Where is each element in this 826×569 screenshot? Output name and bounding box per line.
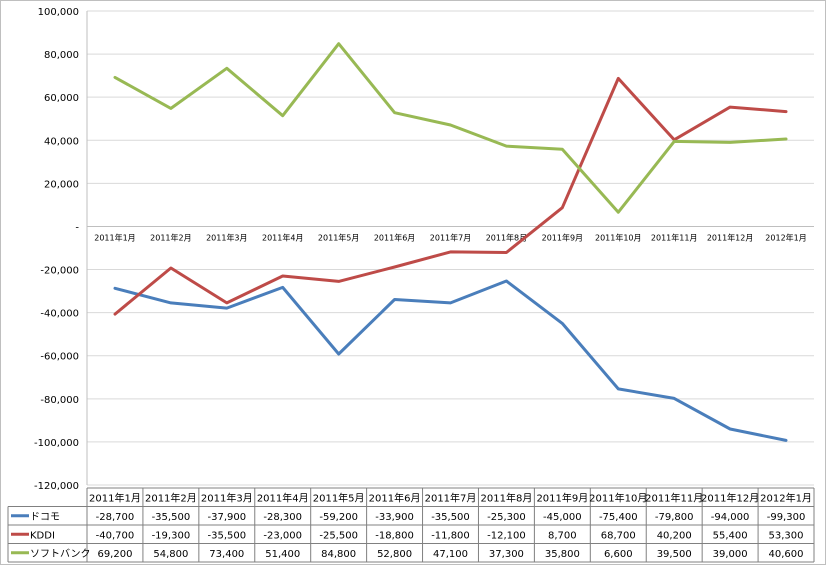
- table-value-cell: 54,800: [153, 549, 188, 560]
- table-header-cell: 2011年9月: [536, 492, 588, 505]
- x-tick-label: 2011年4月: [262, 232, 303, 242]
- x-tick-label: 2011年3月: [206, 232, 247, 242]
- table-header-cell: 2011年1月: [89, 492, 141, 505]
- y-tick-label: -120,000: [34, 481, 79, 492]
- table-value-cell: 84,800: [321, 549, 356, 560]
- y-tick-label: -100,000: [34, 438, 79, 449]
- x-tick-label: 2011年6月: [374, 232, 415, 242]
- table-value-cell: 68,700: [601, 531, 636, 542]
- table-value-cell: 73,400: [209, 549, 244, 560]
- legend-series-name: KDDI: [30, 531, 55, 542]
- table-value-cell: -35,500: [152, 512, 191, 523]
- table-value-cell: -28,700: [96, 512, 135, 523]
- table-value-cell: 6,600: [604, 549, 633, 560]
- x-tick-label: 2011年8月: [486, 232, 527, 242]
- x-tick-label: 2011年10月: [595, 232, 642, 242]
- x-tick-label: 2011年7月: [430, 232, 471, 242]
- table-value-cell: -75,400: [599, 512, 638, 523]
- x-tick-label: 2012年1月: [765, 232, 806, 242]
- y-tick-label: 40,000: [44, 136, 79, 147]
- table-value-cell: 8,700: [548, 531, 577, 542]
- table-header-cell: 2011年3月: [201, 492, 253, 505]
- table-header-cell: 2011年6月: [369, 492, 421, 505]
- legend-series-name: ソフトバンク: [30, 548, 91, 560]
- table-value-cell: -94,000: [711, 512, 750, 523]
- table-value-cell: 39,500: [657, 549, 692, 560]
- table-value-cell: 40,200: [657, 531, 692, 542]
- data-table: 2011年1月 2011年2月 2011年3月 2011年4月 2011年5月 2011年…: [7, 487, 815, 563]
- table-value-cell: -12,100: [487, 531, 526, 542]
- table-value-cell: -59,200: [319, 512, 358, 523]
- table-header-cell: 2011年2月: [145, 492, 197, 505]
- table-header-cell: 2011年11月: [645, 492, 703, 505]
- table-value-cell: -23,000: [263, 531, 302, 542]
- y-tick-label: 80,000: [44, 50, 79, 61]
- x-tick-label: 2011年2月: [150, 232, 191, 242]
- table-value-cell: 51,400: [265, 549, 300, 560]
- series-line-1: [113, 76, 788, 316]
- table-value-cell: -99,300: [767, 512, 806, 523]
- y-tick-label: -20,000: [40, 266, 79, 277]
- series-lines: [113, 42, 788, 442]
- y-tick-label: 60,000: [44, 93, 79, 104]
- table-value-cell: 69,200: [97, 549, 132, 560]
- y-tick-label: 20,000: [44, 179, 79, 190]
- table-header-cell: 2011年5月: [313, 492, 365, 505]
- table-value-cell: -35,500: [208, 531, 247, 542]
- table-value-cell: 55,400: [713, 531, 748, 542]
- table-value-cell: -45,000: [543, 512, 582, 523]
- table-value-cell: 53,300: [769, 531, 804, 542]
- table-value-cell: -40,700: [96, 531, 135, 542]
- table-value-cell: -28,300: [263, 512, 302, 523]
- y-tick-label: -60,000: [40, 352, 79, 363]
- table-header-cell: 2011年7月: [425, 492, 477, 505]
- table-header-cell: 2011年12月: [701, 492, 759, 505]
- y-tick-label: 100,000: [38, 7, 79, 18]
- table-value-cell: -25,300: [487, 512, 526, 523]
- table-value-cell: 47,100: [433, 549, 468, 560]
- table-header-cell: 2011年4月: [257, 492, 309, 505]
- table-value-cell: -35,500: [431, 512, 470, 523]
- table-value-cell: 40,600: [769, 549, 804, 560]
- x-tick-label: 2011年12月: [707, 232, 754, 242]
- series-line-0: [113, 279, 788, 442]
- legend-series-name: ドコモ: [30, 512, 60, 523]
- table-value-cell: -19,300: [152, 531, 191, 542]
- table-header-cell: 2011年8月: [481, 492, 533, 505]
- table-value-cell: -11,800: [431, 531, 470, 542]
- y-tick-label: -40,000: [40, 309, 79, 320]
- gridlines: [86, 10, 814, 486]
- table-header-cell: 2011年10月: [589, 492, 647, 505]
- y-tick-label: -: [75, 222, 79, 233]
- x-tick-label: 2011年1月: [94, 232, 135, 242]
- x-tick-label: 2011年11月: [651, 232, 698, 242]
- y-tick-label: -80,000: [40, 395, 79, 406]
- x-axis-tick-labels: 2011年1月 2011年2月 2011年3月 2011年4月 2011年5月 2011年…: [94, 232, 807, 242]
- series-line-2: [113, 42, 788, 214]
- x-tick-label: 2011年5月: [318, 232, 359, 242]
- table-header-cell: 2012年1月: [760, 492, 812, 505]
- table-value-cell: -25,500: [319, 531, 358, 542]
- table-value-cell: 39,000: [713, 549, 748, 560]
- table-value-cell: 52,800: [377, 549, 412, 560]
- table-value-cell: 35,800: [545, 549, 580, 560]
- table-value-cell: -37,900: [208, 512, 247, 523]
- table-value-cell: 37,300: [489, 549, 524, 560]
- table-value-cell: -79,800: [655, 512, 694, 523]
- y-axis-tick-labels: 100,000 80,000 60,000 40,000 20,000 - -20,000 -…: [34, 7, 79, 492]
- x-tick-label: 2011年9月: [542, 232, 583, 242]
- table-value-cell: -18,800: [375, 531, 414, 542]
- table-value-cell: -33,900: [375, 512, 414, 523]
